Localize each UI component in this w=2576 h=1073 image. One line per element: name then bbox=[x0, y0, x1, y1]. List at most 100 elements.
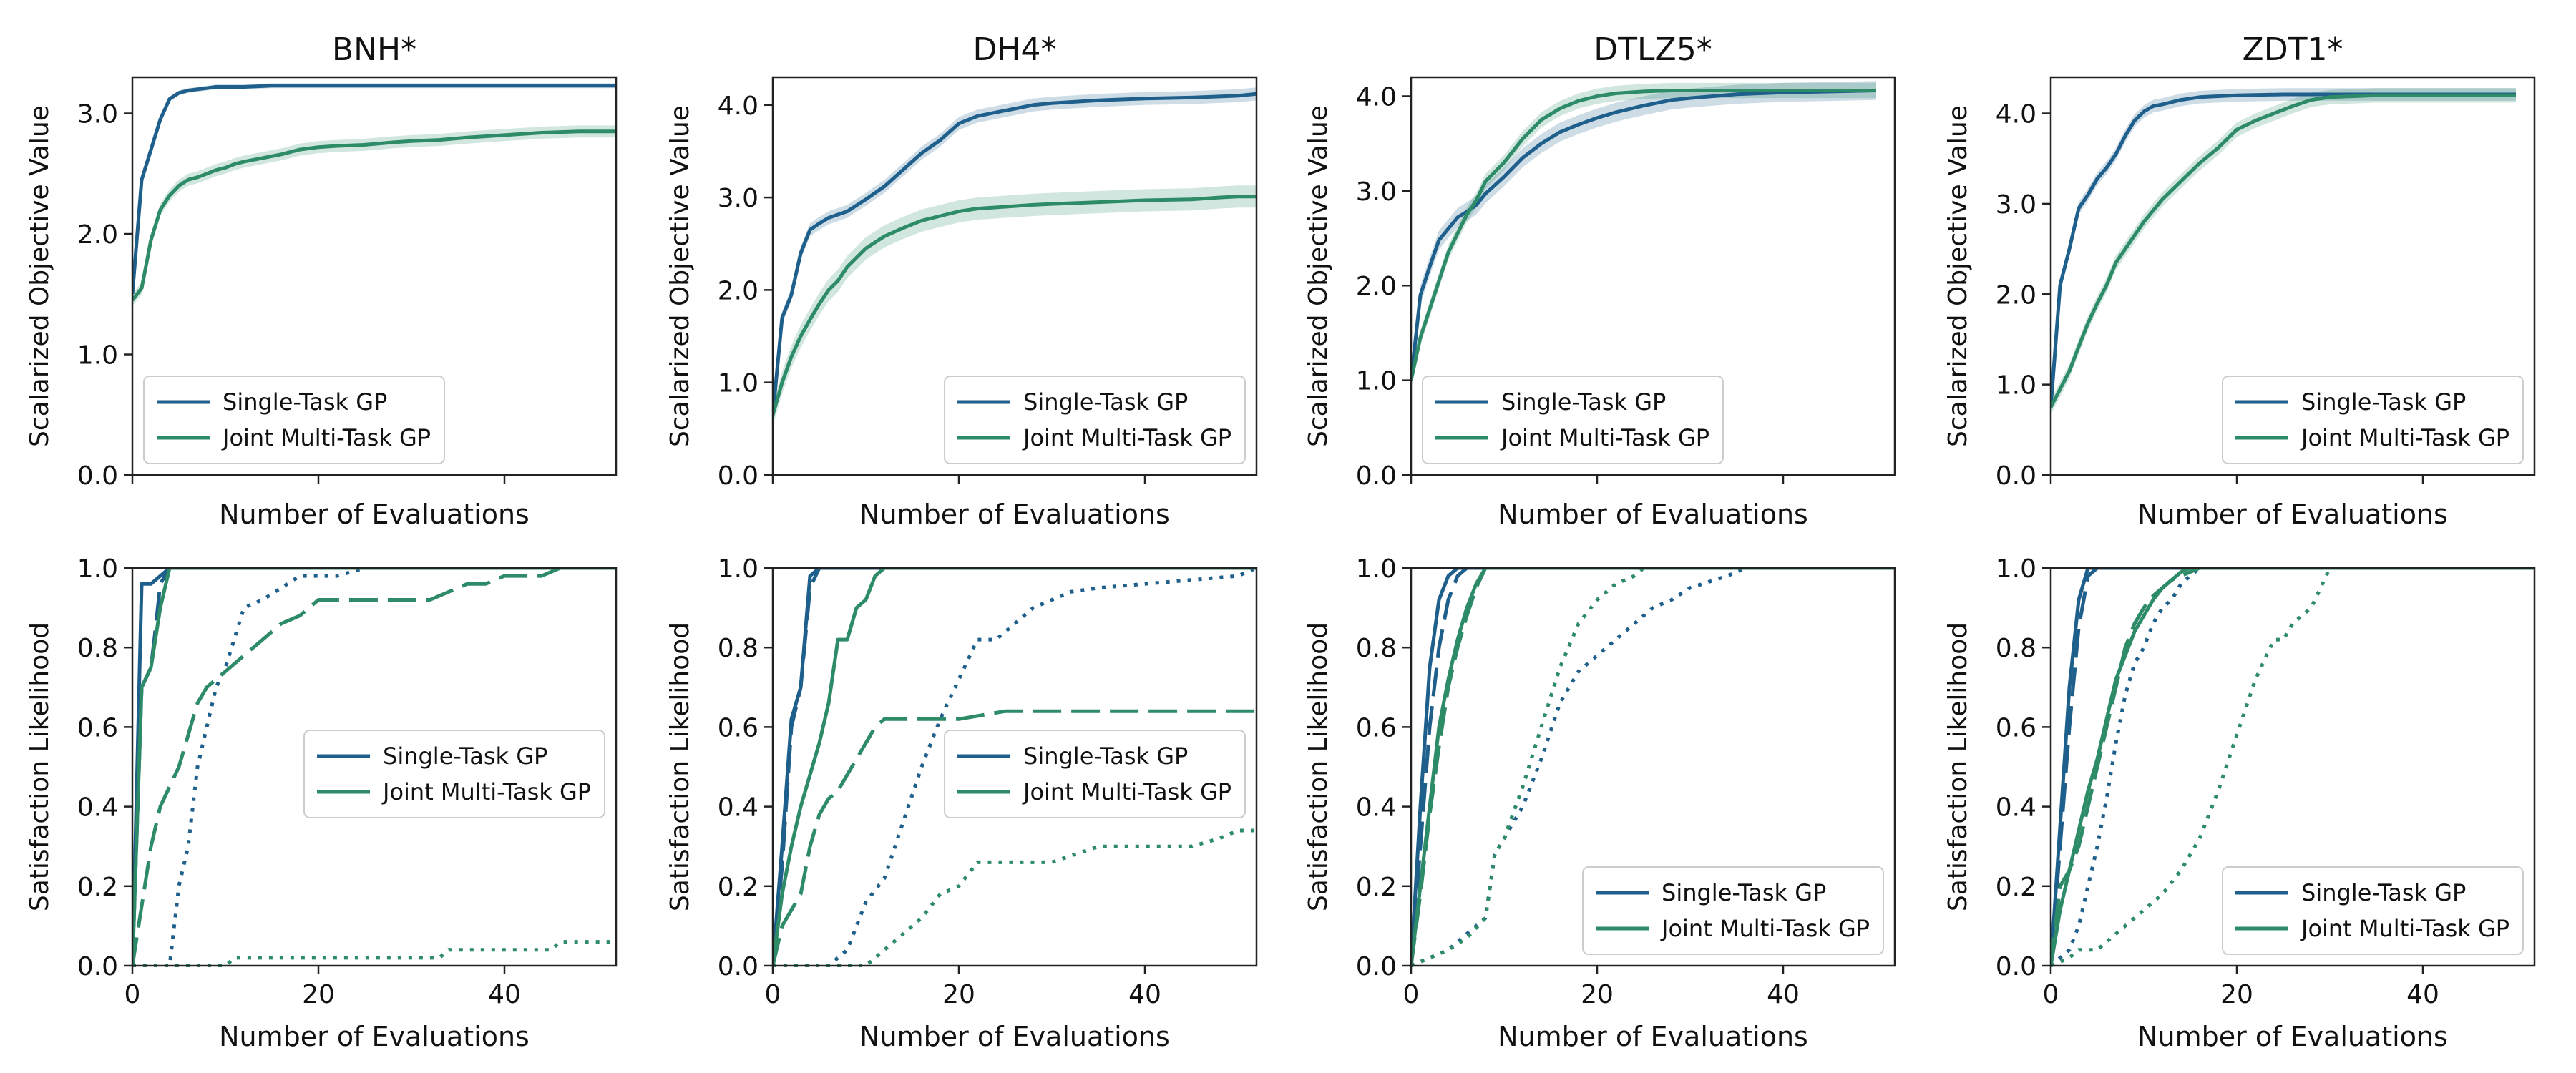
bnh-bottom-ylabel: Satisfaction Likelihood bbox=[25, 622, 54, 911]
dtlz5-bottom-legend-box bbox=[1582, 866, 1884, 955]
bnh-bottom-legend-box bbox=[303, 730, 605, 818]
dtlz5-bottom-ytick-label: 0.6 bbox=[1356, 713, 1397, 743]
bnh-top-ytick-label: 3.0 bbox=[77, 100, 118, 129]
dtlz5-top-ytick-label: 1.0 bbox=[1356, 367, 1397, 396]
dtlz5-bottom-xtick-label: 0 bbox=[1403, 980, 1420, 1009]
bnh-bottom-ytick-label: 1.0 bbox=[77, 554, 118, 584]
dh4-bottom-series-solid-joint-multi-task bbox=[773, 567, 1257, 966]
dtlz5-bottom-series-dotted-single-task bbox=[1411, 567, 1895, 967]
bnh-bottom-legend: Single-Task GP Joint Multi-Task GP bbox=[303, 730, 605, 818]
zdt1-top-legend-label-single: Single-Task GP bbox=[2301, 388, 2466, 416]
dh4-top-legend: Single-Task GP Joint Multi-Task GP bbox=[944, 376, 1246, 464]
bnh-top-legend-label-joint: Joint Multi-Task GP bbox=[221, 424, 431, 451]
panel-zdt1-top: 0.0 1.0 2.0 3.0 4.0 Number of Evaluations Scal… bbox=[1943, 31, 2536, 530]
dh4-bottom-series-dashed-joint-multi-task bbox=[773, 709, 1257, 966]
zdt1-top-ytick-label: 2.0 bbox=[1996, 280, 2036, 310]
dtlz5-bottom-legend-label-joint: Joint Multi-Task GP bbox=[1660, 915, 1870, 942]
dtlz5-bottom-ylabel: Satisfaction Likelihood bbox=[1304, 622, 1333, 911]
dtlz5-bottom-series-dashed-joint-multi-task bbox=[1411, 567, 1895, 966]
zdt1-bottom-ylabel: Satisfaction Likelihood bbox=[1943, 622, 1973, 911]
panel-bnh-top: 0.0 1.0 2.0 3.0 Number of Evaluations Scalari… bbox=[25, 31, 618, 530]
dh4-bottom-legend-box bbox=[944, 730, 1246, 818]
bnh-top-series-solid-single-task bbox=[132, 84, 616, 295]
dh4-top-ytick-label: 0.0 bbox=[718, 461, 758, 491]
bnh-top-ylabel: Scalarized Objective Value bbox=[25, 105, 54, 447]
zdt1-bottom-series-solid-joint-multi-task bbox=[2051, 567, 2534, 966]
zdt1-bottom-ytick-label: 0.0 bbox=[1996, 952, 2036, 981]
zdt1-top-title: ZDT1* bbox=[2243, 31, 2343, 68]
dtlz5-top-legend-label-single: Single-Task GP bbox=[1501, 388, 1666, 416]
dtlz5-top-ytick-label: 2.0 bbox=[1356, 272, 1397, 301]
zdt1-bottom-axes-frame bbox=[2049, 567, 2536, 967]
dtlz5-bottom-legend-label-single: Single-Task GP bbox=[1662, 879, 1826, 906]
zdt1-bottom-ytick-label: 0.4 bbox=[1996, 793, 2036, 823]
dtlz5-bottom-ytick-label: 0.2 bbox=[1356, 873, 1397, 902]
bnh-top-legend: Single-Task GP Joint Multi-Task GP bbox=[143, 376, 445, 464]
zdt1-top-legend-box bbox=[2222, 376, 2524, 464]
bnh-bottom-axes-frame bbox=[131, 567, 618, 967]
bnh-top-title: BNH* bbox=[332, 31, 416, 68]
zdt1-top-ytick-label: 0.0 bbox=[1996, 461, 2036, 491]
bnh-top-ytick-label: 0.0 bbox=[77, 461, 118, 491]
zdt1-top-legend-label-joint: Joint Multi-Task GP bbox=[2300, 424, 2509, 451]
panel-bnh-bottom: 0 20 40 0.0 0.2 0.4 0.6 0.8 1.0 Number of Evaluat… bbox=[25, 554, 618, 1052]
bnh-bottom-legend-label-joint: Joint Multi-Task GP bbox=[381, 778, 591, 805]
dtlz5-top-ytick-label: 4.0 bbox=[1356, 82, 1397, 112]
bnh-bottom-ytick-label: 0.6 bbox=[77, 713, 118, 743]
dh4-bottom-legend-label-joint: Joint Multi-Task GP bbox=[1022, 778, 1231, 805]
zdt1-bottom-ytick-label: 0.6 bbox=[1996, 713, 2036, 743]
zdt1-top-series-solid-joint-multi-task bbox=[2051, 93, 2516, 408]
bnh-top-series-solid-joint-multi-task bbox=[132, 129, 616, 302]
zdt1-bottom-ytick-label: 0.2 bbox=[1996, 873, 2036, 902]
dh4-bottom-ytick-label: 0.4 bbox=[718, 793, 758, 823]
bnh-bottom-ytick-label: 0.8 bbox=[77, 634, 118, 663]
zdt1-bottom-series-dashed-joint-multi-task bbox=[2051, 567, 2534, 966]
dh4-top-series-solid-single-task bbox=[773, 92, 1257, 416]
dtlz5-top-ytick-label: 0.0 bbox=[1356, 461, 1397, 491]
dtlz5-bottom-ytick-label: 0.4 bbox=[1356, 793, 1397, 823]
zdt1-top-legend: Single-Task GP Joint Multi-Task GP bbox=[2222, 376, 2524, 464]
zdt1-bottom-xtick-label: 0 bbox=[2043, 980, 2059, 1009]
dh4-bottom-ytick-label: 1.0 bbox=[718, 554, 758, 584]
dh4-top-legend-box bbox=[944, 376, 1246, 464]
dh4-bottom-ylabel: Satisfaction Likelihood bbox=[665, 622, 695, 911]
dtlz5-bottom-series-dotted-joint-multi-task bbox=[1411, 567, 1895, 967]
bnh-bottom-series-dashed-joint-multi-task bbox=[132, 567, 616, 966]
bnh-bottom-xlabel: Number of Evaluations bbox=[219, 1021, 530, 1052]
dh4-bottom-axes-frame bbox=[771, 567, 1258, 967]
zdt1-bottom-ytick-label: 0.8 bbox=[1996, 634, 2036, 663]
bnh-bottom-xtick-label: 0 bbox=[125, 980, 141, 1009]
zdt1-bottom-legend-label-joint: Joint Multi-Task GP bbox=[2300, 915, 2509, 942]
dtlz5-top-legend-box bbox=[1422, 376, 1724, 464]
zdt1-bottom-xtick-label: 40 bbox=[2406, 980, 2439, 1009]
dtlz5-bottom-xlabel: Number of Evaluations bbox=[1498, 1021, 1808, 1052]
bnh-top-legend-label-single: Single-Task GP bbox=[223, 388, 387, 416]
dh4-top-ytick-label: 3.0 bbox=[718, 184, 758, 213]
panel-zdt1-bottom: 0 20 40 0.0 0.2 0.4 0.6 0.8 1.0 Number of Evaluat… bbox=[1943, 554, 2536, 1052]
bnh-top-ytick-label: 1.0 bbox=[77, 341, 118, 371]
dh4-top-ytick-label: 1.0 bbox=[718, 369, 758, 398]
zdt1-top-ytick-label: 3.0 bbox=[1996, 190, 2036, 220]
dtlz5-top-xlabel: Number of Evaluations bbox=[1498, 499, 1808, 530]
panel-dh4-top: 0.0 1.0 2.0 3.0 4.0 Number of Evaluations Scal… bbox=[665, 31, 1258, 530]
bnh-top-xlabel: Number of Evaluations bbox=[219, 499, 530, 530]
dtlz5-bottom-legend: Single-Task GP Joint Multi-Task GP bbox=[1582, 866, 1884, 955]
zdt1-top-axes-frame bbox=[2049, 76, 2536, 476]
dh4-top-ytick-label: 4.0 bbox=[718, 92, 758, 121]
dh4-top-ytick-label: 2.0 bbox=[718, 276, 758, 305]
dh4-bottom-xtick-label: 20 bbox=[942, 980, 975, 1009]
dh4-bottom-series-dotted-single-task bbox=[773, 567, 1257, 967]
dh4-bottom-ytick-label: 0.6 bbox=[718, 713, 758, 743]
panel-dh4-bottom: 0 20 40 0.0 0.2 0.4 0.6 0.8 1.0 Number of Evaluat… bbox=[665, 554, 1258, 1052]
dh4-bottom-xlabel: Number of Evaluations bbox=[859, 1021, 1170, 1052]
dtlz5-bottom-xtick-label: 20 bbox=[1581, 980, 1614, 1009]
dh4-top-axes-frame bbox=[771, 76, 1258, 476]
zdt1-bottom-legend: Single-Task GP Joint Multi-Task GP bbox=[2222, 866, 2524, 955]
bnh-bottom-ytick-label: 0.2 bbox=[77, 873, 118, 902]
dtlz5-bottom-ytick-label: 0.0 bbox=[1356, 952, 1397, 981]
dh4-bottom-ytick-label: 0.8 bbox=[718, 634, 758, 663]
dtlz5-bottom-axes-frame bbox=[1410, 567, 1896, 967]
dtlz5-top-legend: Single-Task GP Joint Multi-Task GP bbox=[1422, 376, 1724, 464]
